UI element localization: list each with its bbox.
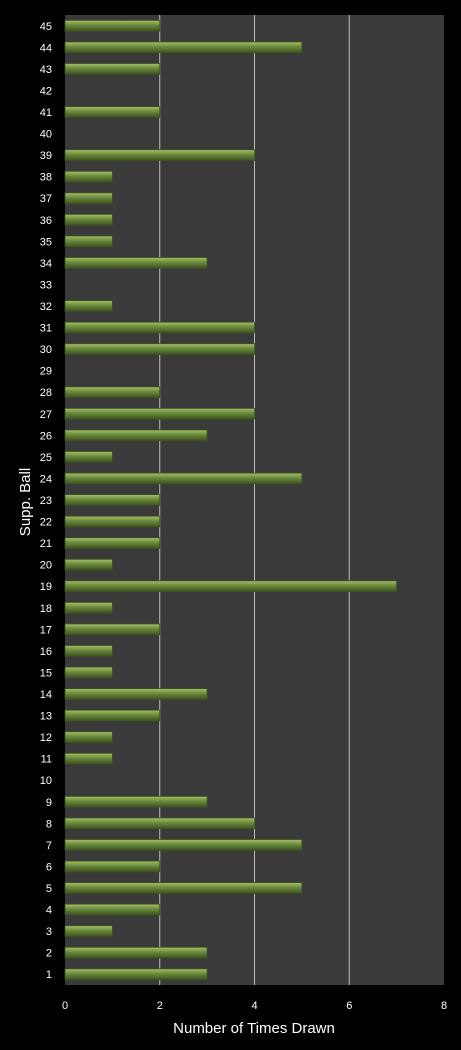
y-tick-label: 2	[46, 948, 52, 960]
x-tick-label: 2	[157, 1000, 163, 1012]
y-tick-label: 9	[46, 797, 52, 809]
y-tick-label: 29	[40, 366, 52, 378]
y-tick-label: 16	[40, 646, 52, 658]
y-tick-label: 32	[40, 301, 52, 313]
y-tick-label: 31	[40, 323, 52, 335]
x-tick-label: 8	[441, 1000, 447, 1012]
bar-36	[64, 213, 113, 226]
bar-19	[64, 580, 398, 593]
y-tick-label: 27	[40, 409, 52, 421]
bar-30	[64, 343, 255, 355]
bar-37	[64, 192, 113, 205]
y-tick-label: 45	[40, 21, 52, 33]
y-tick-label: 40	[40, 129, 52, 141]
bar-3	[64, 925, 113, 937]
y-tick-label: 36	[40, 215, 52, 227]
bar-31	[64, 321, 255, 334]
y-tick-label: 33	[40, 279, 52, 291]
y-tick-label: 10	[40, 775, 52, 787]
x-tick-label: 4	[251, 1000, 257, 1012]
bar-28	[64, 386, 161, 399]
bar-16	[64, 645, 113, 657]
bar-13	[64, 709, 161, 722]
bar-5	[64, 882, 303, 894]
y-tick-label: 30	[40, 344, 52, 356]
y-tick-label: 4	[46, 905, 52, 917]
y-tick-label: 1	[46, 969, 52, 981]
bar-15	[64, 666, 113, 679]
y-tick-label: 28	[40, 387, 52, 399]
y-tick-label: 35	[40, 236, 52, 248]
y-tick-label: 44	[40, 42, 52, 54]
bar-44	[64, 41, 303, 54]
bar-35	[64, 235, 113, 248]
y-tick-label: 42	[40, 85, 52, 97]
bar-41	[64, 106, 161, 118]
x-axis-title: Number of Times Drawn	[173, 1020, 335, 1037]
x-tick-label: 0	[62, 1000, 68, 1012]
bar-38	[64, 170, 113, 183]
bar-8	[64, 817, 255, 830]
y-tick-labels: 1234567891011121314151617181920212223242…	[40, 21, 52, 981]
y-tick-label: 25	[40, 452, 52, 464]
y-tick-label: 34	[40, 258, 52, 270]
bar-45	[64, 19, 161, 32]
bar-14	[64, 688, 208, 700]
y-tick-label: 18	[40, 603, 52, 615]
y-tick-label: 3	[46, 926, 52, 938]
bar-22	[64, 515, 161, 528]
bar-6	[64, 860, 161, 873]
y-tick-label: 12	[40, 732, 52, 744]
x-tick-label: 6	[346, 1000, 352, 1012]
y-tick-label: 19	[40, 581, 52, 593]
y-tick-label: 13	[40, 711, 52, 723]
y-tick-label: 26	[40, 430, 52, 442]
bar-9	[64, 795, 208, 808]
y-tick-label: 37	[40, 193, 52, 205]
bar-27	[64, 407, 255, 420]
y-tick-label: 43	[40, 64, 52, 76]
bar-32	[64, 300, 113, 312]
bar-39	[64, 149, 255, 161]
bar-23	[64, 494, 161, 506]
y-tick-label: 38	[40, 172, 52, 184]
bar-26	[64, 429, 208, 442]
bar-1	[64, 968, 208, 981]
bar-11	[64, 752, 113, 765]
bar-20	[64, 558, 113, 571]
y-tick-label: 24	[40, 473, 52, 485]
bar-25	[64, 451, 113, 463]
y-tick-label: 20	[40, 560, 52, 572]
y-tick-label: 5	[46, 883, 52, 895]
bar-2	[64, 946, 208, 959]
bar-7	[64, 839, 303, 851]
y-tick-label: 22	[40, 517, 52, 529]
y-tick-label: 15	[40, 667, 52, 679]
y-tick-label: 6	[46, 861, 52, 873]
y-tick-label: 39	[40, 150, 52, 162]
x-tick-labels: 0 2 4 6 8	[62, 1000, 447, 1012]
bar-18	[64, 601, 113, 614]
y-axis-title: Supp. Ball	[17, 468, 34, 536]
y-tick-label: 8	[46, 818, 52, 830]
bar-4	[64, 903, 161, 916]
bars	[64, 19, 398, 981]
y-tick-label: 11	[41, 754, 52, 766]
y-tick-label: 17	[40, 624, 52, 636]
bar-21	[64, 537, 161, 549]
y-tick-label: 14	[40, 689, 52, 701]
y-tick-label: 21	[40, 538, 52, 550]
y-tick-label: 41	[40, 107, 52, 119]
bar-24	[64, 472, 303, 485]
bar-17	[64, 623, 161, 636]
bar-12	[64, 731, 113, 743]
bar-34	[64, 257, 208, 269]
y-tick-label: 7	[46, 840, 52, 852]
y-tick-label: 23	[40, 495, 52, 507]
bar-43	[64, 63, 161, 75]
